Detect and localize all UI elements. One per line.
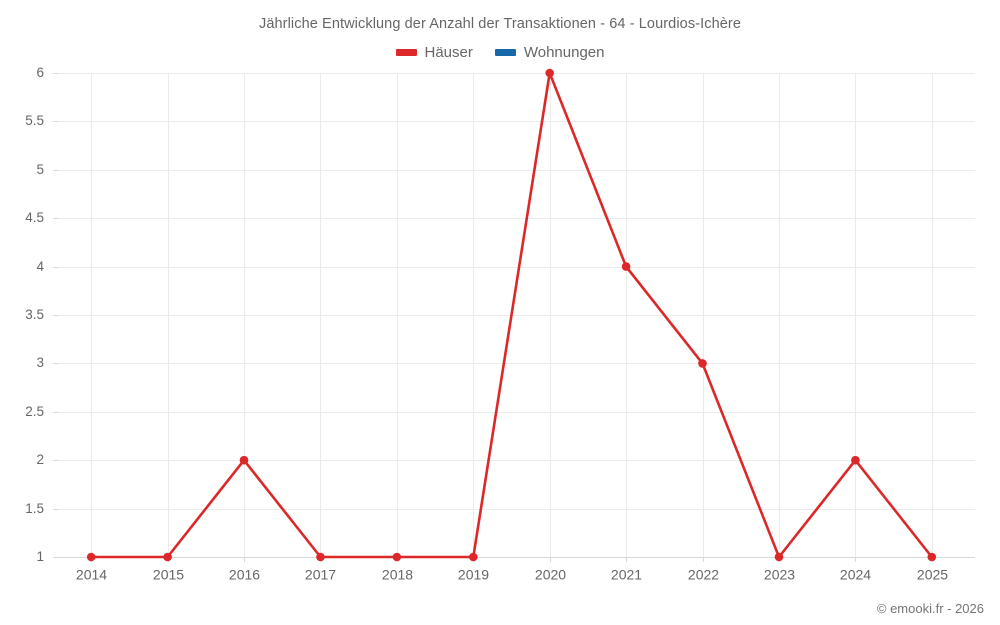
data-point[interactable] (774, 552, 784, 562)
data-point[interactable] (851, 455, 860, 465)
y-tick-labels: 1 1.5 2 2.5 3 3.5 4 4.5 5 5.5 6 (25, 65, 44, 564)
series-line-0 (89, 71, 934, 559)
x-tick-label: 2023 (764, 566, 795, 582)
x-tick-label: 2022 (688, 566, 719, 582)
x-tick-label: 2020 (535, 566, 566, 582)
y-tick-label: 6 (36, 65, 44, 80)
y-tick-label: 4.5 (25, 210, 44, 225)
data-point[interactable] (239, 455, 249, 465)
x-tick-label: 2017 (305, 566, 336, 582)
data-point[interactable] (927, 552, 937, 562)
x-tick-labels: 2014 2015 2016 2017 2018 2019 2020 2021 2022 2023… (76, 566, 948, 582)
x-tick-label: 2025 (917, 566, 948, 582)
data-point[interactable] (698, 359, 707, 368)
y-tick-label: 2 (36, 452, 44, 467)
data-point[interactable] (316, 552, 325, 562)
axis-lines (53, 73, 975, 562)
legend-swatch-hauser (395, 49, 417, 56)
x-tick-label: 2015 (153, 566, 184, 582)
legend-swatch-wohnungen (494, 49, 516, 56)
legend-item-wohnungen[interactable]: Wohnungen (494, 44, 605, 61)
x-tick-label: 2024 (840, 566, 871, 582)
data-point[interactable] (621, 262, 631, 271)
chart-title: Jährliche Entwicklung der Anzahl der Tra… (258, 16, 742, 32)
y-tick-label: 3.5 (25, 307, 44, 322)
x-tick-label: 2016 (229, 566, 260, 582)
x-tick-label: 2021 (611, 566, 642, 582)
x-tick-label: 2014 (76, 566, 107, 582)
y-tick-label: 1 (36, 549, 44, 564)
legend-label-wohnungen: Wohnungen (523, 44, 605, 61)
legend-item-hauser[interactable]: Häuser (395, 44, 473, 61)
y-tick-label: 2.5 (25, 404, 44, 419)
x-tick-label: 2019 (458, 566, 489, 582)
chart-credit: © emooki.fr - 2026 (876, 601, 984, 616)
y-tick-label: 1.5 (25, 501, 44, 516)
data-point[interactable] (163, 552, 172, 562)
data-point[interactable] (86, 552, 96, 562)
data-point[interactable] (469, 552, 478, 562)
y-tick-label: 4 (36, 259, 44, 274)
y-tick-label: 3 (36, 355, 44, 370)
data-point[interactable] (545, 68, 554, 78)
x-tick-label: 2018 (382, 566, 413, 582)
data-point[interactable] (392, 552, 402, 562)
y-tick-label: 5 (36, 162, 44, 177)
grid-lines (58, 73, 975, 558)
y-tick-label: 5.5 (25, 113, 44, 128)
legend-label-hauser: Häuser (424, 44, 473, 61)
data-series (86, 68, 937, 562)
chart-legend: Häuser Wohnungen (0, 44, 1000, 61)
